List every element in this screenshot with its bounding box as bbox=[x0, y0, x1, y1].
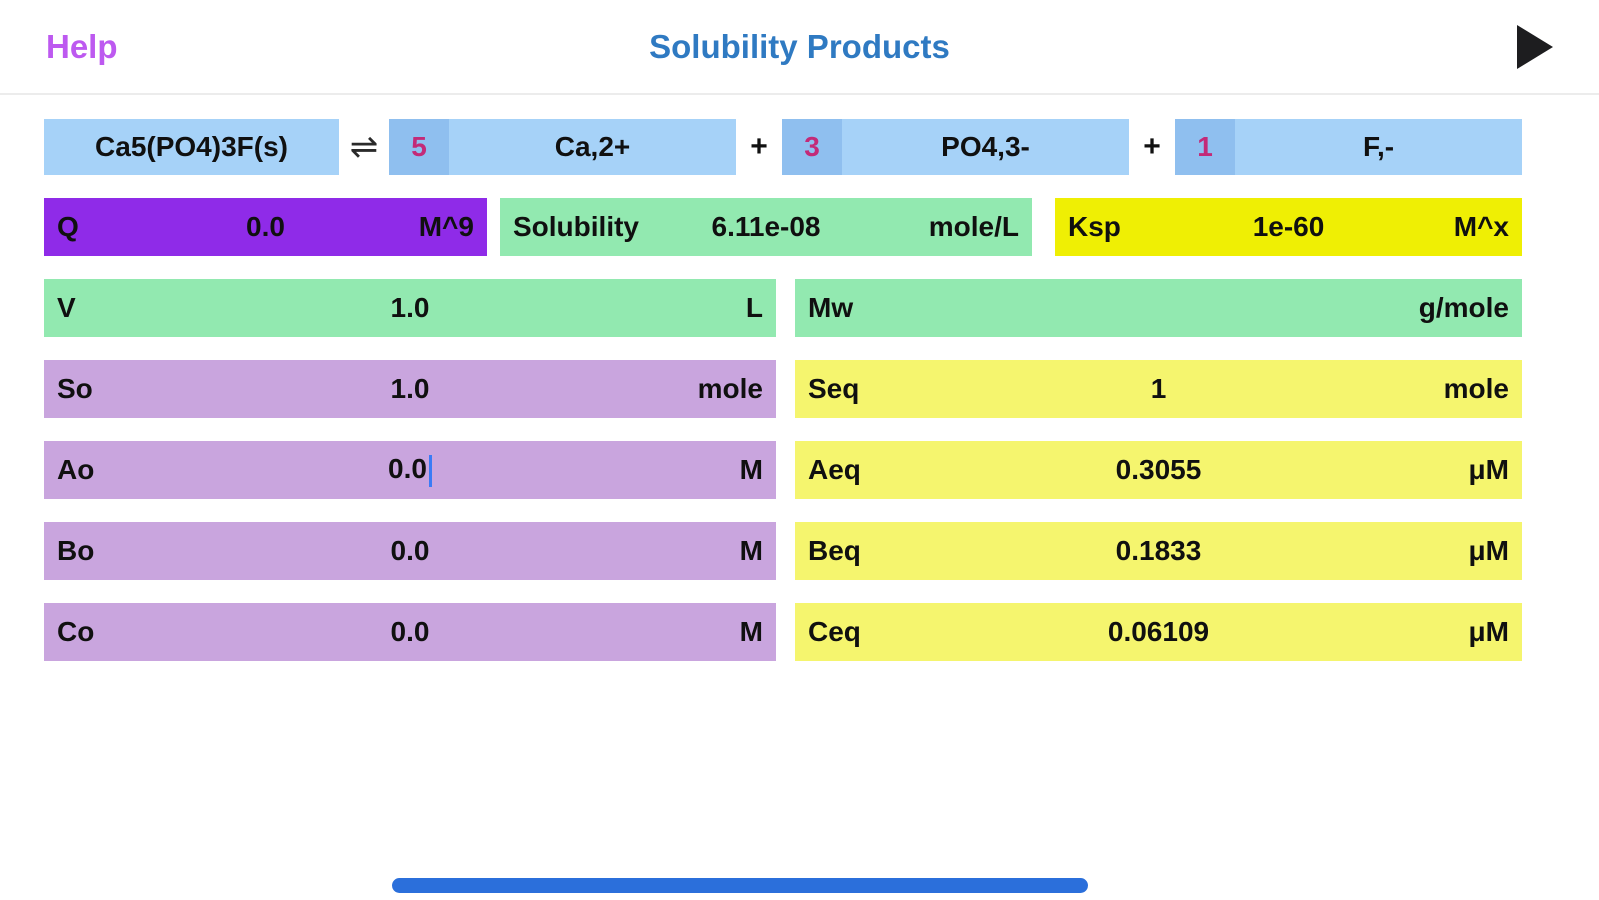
field-unit: mole/L bbox=[928, 211, 1020, 242]
field-value: 0.3055 bbox=[1115, 454, 1202, 485]
equation-term: 3 PO4,3- bbox=[782, 119, 1129, 175]
field-label: So bbox=[57, 373, 93, 404]
field-ksp[interactable]: Ksp 1e-60 M^x bbox=[1055, 198, 1522, 256]
species-field-2[interactable]: PO4,3- bbox=[842, 119, 1129, 175]
equation-term: 1 F,- bbox=[1175, 119, 1522, 175]
field-value: 0.0 bbox=[390, 616, 430, 647]
field-label: Bo bbox=[57, 535, 95, 566]
field-label: Solubility bbox=[513, 211, 639, 242]
field-value: 1e-60 bbox=[1252, 211, 1325, 242]
field-aeq[interactable]: Aeq 0.3055 μM bbox=[795, 441, 1522, 499]
field-unit: M bbox=[739, 616, 763, 647]
field-unit: L bbox=[745, 292, 763, 323]
field-value: 0.06109 bbox=[1107, 616, 1210, 647]
field-value: 0.0 bbox=[246, 211, 285, 242]
field-value: 1.0 bbox=[390, 292, 430, 323]
field-v[interactable]: V 1.0 L bbox=[44, 279, 776, 337]
field-seq[interactable]: Seq 1 mole bbox=[795, 360, 1522, 418]
field-unit: M^9 bbox=[418, 211, 474, 242]
plus-sign: + bbox=[750, 130, 768, 163]
moles-row: So 1.0 mole Seq 1 mole bbox=[44, 360, 1522, 418]
field-label: Ceq bbox=[808, 616, 861, 647]
field-value: 1 bbox=[1150, 373, 1167, 404]
field-bo[interactable]: Bo 0.0 M bbox=[44, 522, 776, 580]
volume-row: V 1.0 L Mw g/mole bbox=[44, 279, 1522, 337]
field-label: Ksp bbox=[1068, 211, 1121, 242]
home-indicator[interactable] bbox=[392, 878, 1088, 893]
field-unit: μM bbox=[1468, 454, 1509, 485]
equilibrium-arrow-icon: ⇌ bbox=[349, 128, 379, 166]
field-unit: mole bbox=[697, 373, 763, 404]
help-button[interactable]: Help bbox=[46, 27, 118, 65]
play-icon[interactable] bbox=[1517, 24, 1553, 69]
coefficient-field-1[interactable]: 5 bbox=[389, 119, 449, 175]
field-value: 0.0 bbox=[390, 535, 430, 566]
field-q[interactable]: Q 0.0 M^9 bbox=[44, 198, 487, 256]
field-value: 0.0 bbox=[265, 453, 556, 487]
field-value: 0.1833 bbox=[1115, 535, 1202, 566]
field-solubility[interactable]: Solubility 6.11e-08 mole/L bbox=[500, 198, 1032, 256]
field-value: 6.11e-08 bbox=[711, 211, 821, 242]
field-label: V bbox=[57, 292, 76, 323]
conc-a-row: Ao 0.0 M Aeq 0.3055 μM bbox=[44, 441, 1522, 499]
field-unit: M^x bbox=[1453, 211, 1509, 242]
coefficient-field-2[interactable]: 3 bbox=[782, 119, 842, 175]
field-label: Seq bbox=[808, 373, 860, 404]
equation-row: Ca5(PO4)3F(s) ⇌ 5 Ca,2+ + 3 PO4,3- + 1 F… bbox=[44, 119, 1522, 175]
field-label: Q bbox=[57, 211, 79, 242]
page-title: Solubility Products bbox=[649, 27, 950, 65]
main-content: Ca5(PO4)3F(s) ⇌ 5 Ca,2+ + 3 PO4,3- + 1 F… bbox=[0, 95, 1599, 661]
field-unit: μM bbox=[1468, 535, 1509, 566]
nav-bar: Help Solubility Products bbox=[0, 0, 1599, 95]
conc-c-row: Co 0.0 M Ceq 0.06109 μM bbox=[44, 603, 1522, 661]
species-field-1[interactable]: Ca,2+ bbox=[449, 119, 736, 175]
solid-compound-field[interactable]: Ca5(PO4)3F(s) bbox=[44, 119, 339, 175]
results-row: Q 0.0 M^9 Solubility 6.11e-08 mole/L Ksp… bbox=[44, 198, 1522, 256]
field-value: 1.0 bbox=[390, 373, 430, 404]
field-label: Beq bbox=[808, 535, 861, 566]
field-unit: μM bbox=[1468, 616, 1509, 647]
field-label: Aeq bbox=[808, 454, 861, 485]
conc-b-row: Bo 0.0 M Beq 0.1833 μM bbox=[44, 522, 1522, 580]
field-so[interactable]: So 1.0 mole bbox=[44, 360, 776, 418]
field-co[interactable]: Co 0.0 M bbox=[44, 603, 776, 661]
field-label: Co bbox=[57, 616, 95, 647]
equation-term: 5 Ca,2+ bbox=[389, 119, 736, 175]
field-label: Mw bbox=[808, 292, 854, 323]
field-mw[interactable]: Mw g/mole bbox=[795, 279, 1522, 337]
field-ao[interactable]: Ao 0.0 M bbox=[44, 441, 776, 499]
field-unit: g/mole bbox=[1418, 292, 1509, 323]
field-unit: M bbox=[739, 454, 763, 485]
species-field-3[interactable]: F,- bbox=[1235, 119, 1522, 175]
text-cursor bbox=[428, 454, 432, 487]
plus-sign: + bbox=[1143, 130, 1161, 163]
field-label: Ao bbox=[57, 454, 95, 485]
field-ceq[interactable]: Ceq 0.06109 μM bbox=[795, 603, 1522, 661]
field-beq[interactable]: Beq 0.1833 μM bbox=[795, 522, 1522, 580]
field-unit: M bbox=[739, 535, 763, 566]
coefficient-field-3[interactable]: 1 bbox=[1175, 119, 1235, 175]
field-unit: mole bbox=[1443, 373, 1509, 404]
